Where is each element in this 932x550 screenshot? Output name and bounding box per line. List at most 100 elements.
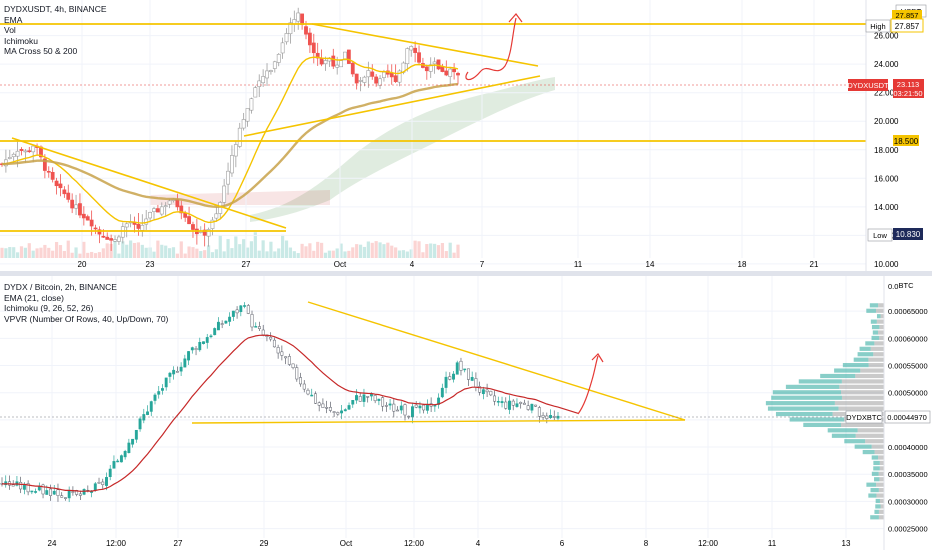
top-chart-svg[interactable]: 26.000 24.000 22.000 20.000 18.000 16.000 14.0… (0, 0, 932, 271)
volume-bar (300, 243, 304, 258)
candle-body (284, 33, 289, 43)
volume-bar (284, 240, 289, 258)
candle-body (153, 394, 157, 401)
volume-bar (378, 242, 382, 258)
candle-body (81, 213, 86, 219)
candle-body (355, 395, 358, 401)
candle-body (534, 404, 538, 407)
candle-body (70, 199, 75, 209)
price-tick-label: 0.00055000 (888, 362, 928, 371)
svg-text:BTC: BTC (899, 281, 915, 290)
candle-body (187, 216, 191, 225)
current-price-tag-bottom[interactable]: DYDXBTC 0.00044970 (845, 410, 931, 424)
candle-body (343, 409, 347, 412)
candle-body (504, 401, 508, 409)
time-tick-label: 8 (644, 539, 649, 548)
candle-body (370, 71, 375, 77)
top-legend-vol[interactable]: Vol (4, 25, 16, 35)
candle-body (146, 411, 149, 415)
candle-body (97, 482, 101, 484)
bottom-legend-title[interactable]: DYDX / Bitcoin, 2h, BINANCE (4, 282, 117, 292)
candle-body (56, 489, 60, 496)
candle-body (474, 378, 478, 388)
bottom-legend-ema[interactable]: EMA (21, close) (4, 292, 64, 303)
level-18-5-tag: 18.500 (893, 135, 919, 146)
trendline-desc-left[interactable] (11, 137, 287, 229)
candle-body (218, 202, 223, 214)
volume-bar (374, 241, 378, 258)
candle-body (41, 484, 45, 495)
candle-body (231, 310, 235, 317)
bottom-legend-ichimoku[interactable]: Ichimoku (9, 26, 52, 26) (4, 303, 94, 313)
vpvr-bar-up (831, 433, 856, 438)
volume-bar (249, 241, 254, 258)
candle-body (369, 394, 373, 397)
candle-body (63, 497, 67, 499)
candle-body (417, 52, 421, 63)
bottom-legend-vpvr[interactable]: VPVR (Number Of Rows, 40, Up/Down, 70) (4, 313, 169, 324)
volume-bar (429, 243, 433, 258)
vpvr-bar-up (798, 379, 842, 384)
top-legend-ichimoku[interactable]: Ichimoku (4, 35, 39, 46)
vpvr-bar-down (874, 449, 884, 455)
trendline-asc[interactable] (243, 75, 541, 137)
vpvr-bar-down (876, 493, 884, 498)
vpvr-bar-down (878, 509, 884, 514)
volume-bar (386, 242, 390, 258)
candle-body (249, 98, 254, 111)
volume-bar (253, 232, 257, 258)
candle-body (331, 55, 336, 67)
candle-body (424, 66, 429, 72)
current-price-tag-top[interactable]: DYDXUSDT 23.113 03:21:50 (847, 79, 924, 98)
candle-body (7, 157, 12, 159)
support-line-bottom[interactable] (191, 419, 686, 424)
candle-body (335, 64, 340, 68)
chart-pane-dydxusdt[interactable]: DYDXUSDT, 4h, BINANCE EMA Vol Ichimoku M… (0, 0, 932, 271)
candle-body (537, 407, 541, 417)
top-level-tag: 27.857 (892, 10, 922, 20)
vpvr-bar-up (875, 498, 880, 504)
bottom-chart-svg[interactable]: 0.0 0.00065000 0.00060000 0.00055000 0.00050… (0, 276, 932, 550)
volume-bar (257, 250, 261, 258)
candle-body (432, 61, 437, 65)
candle-body (131, 438, 135, 445)
candle-body (511, 400, 515, 406)
top-legend-ema[interactable]: EMA (4, 14, 23, 25)
candle-body (459, 360, 463, 371)
vpvr-bar-up (775, 411, 833, 417)
volume-bar (358, 244, 363, 258)
candle-body (52, 490, 56, 495)
low-label-tag: Low (867, 228, 893, 242)
vpvr-bar-up (869, 303, 879, 308)
price-tick-label: 14.000 (874, 203, 899, 212)
volume-bar (51, 250, 55, 258)
candle-body (49, 488, 52, 496)
vpvr-bar-down (870, 346, 884, 351)
candle-body (119, 455, 123, 463)
candle-body (455, 362, 459, 375)
vpvr-bar-down (876, 319, 884, 324)
top-time-axis[interactable]: 20 23 27 Oct 4 7 11 14 18 21 (78, 260, 819, 269)
trendline-desc-top[interactable] (311, 23, 539, 67)
candle-body (62, 189, 67, 195)
volume-bar (132, 242, 137, 258)
candle-body (230, 155, 234, 174)
volume-bar (144, 247, 148, 258)
top-legend-title[interactable]: DYDXUSDT, 4h, BINANCE (4, 4, 107, 14)
candle-body (216, 321, 220, 331)
bottom-time-axis[interactable]: 24 12:00 27 29 Oct 12:00 4 6 8 12:00 11 13 (48, 539, 851, 548)
candle-body (328, 407, 332, 411)
volume-bar (203, 250, 207, 258)
candle-body (31, 145, 36, 153)
volume-bar (47, 247, 51, 258)
candle-body (448, 376, 452, 380)
pane-divider[interactable] (0, 271, 932, 276)
chart-pane-dydxbtc[interactable]: DYDX / Bitcoin, 2h, BINANCE EMA (21, clo… (0, 276, 932, 550)
top-legend-ma-cross[interactable]: MA Cross 50 & 200 (4, 46, 78, 56)
candle-body (325, 407, 329, 409)
price-tick-label: 26.000 (874, 32, 899, 41)
candle-body (198, 342, 202, 351)
candle-body (299, 377, 302, 385)
trendline-desc-bottom[interactable] (307, 301, 686, 421)
candle-body (124, 223, 129, 228)
